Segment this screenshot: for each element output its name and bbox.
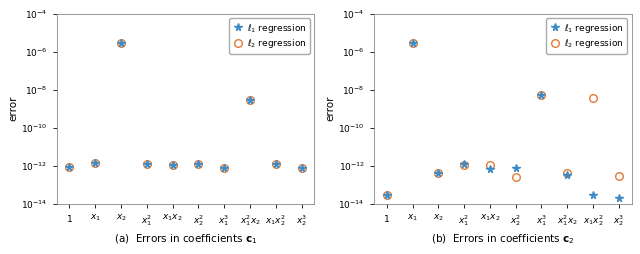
$\ell_2$ regression	[409, 41, 417, 44]
$\ell_1$ regression	[589, 193, 597, 196]
$\ell_2$ regression	[298, 166, 305, 169]
$\ell_2$ regression	[435, 172, 442, 175]
$\ell_2$ regression	[486, 164, 493, 167]
$\ell_1$ regression	[298, 166, 305, 169]
$\ell_2$ regression	[512, 176, 520, 179]
$\ell_2$ regression	[117, 41, 125, 44]
Line: $\ell_1$ regression: $\ell_1$ regression	[383, 39, 623, 202]
Line: $\ell_1$ regression: $\ell_1$ regression	[66, 39, 305, 171]
$\ell_2$ regression	[66, 165, 74, 168]
$\ell_1$ regression	[460, 163, 468, 166]
$\ell_1$ regression	[220, 166, 228, 169]
Legend: $\ell_1$ regression, $\ell_2$ regression: $\ell_1$ regression, $\ell_2$ regression	[228, 18, 310, 54]
$\ell_2$ regression	[92, 161, 99, 164]
$\ell_1$ regression	[486, 167, 493, 170]
$\ell_1$ regression	[143, 162, 150, 165]
$\ell_1$ regression	[66, 165, 74, 168]
$\ell_1$ regression	[272, 163, 280, 166]
$\ell_2$ regression	[615, 174, 623, 177]
$\ell_1$ regression	[92, 161, 99, 164]
X-axis label: (a)  Errors in coefficients $\mathbf{c}_1$: (a) Errors in coefficients $\mathbf{c}_1…	[114, 232, 257, 246]
X-axis label: (b)  Errors in coefficients $\mathbf{c}_2$: (b) Errors in coefficients $\mathbf{c}_2…	[431, 232, 575, 246]
Line: $\ell_2$ regression: $\ell_2$ regression	[383, 39, 623, 199]
$\ell_1$ regression	[563, 173, 571, 176]
$\ell_2$ regression	[460, 164, 468, 167]
Y-axis label: error: error	[326, 96, 335, 121]
$\ell_2$ regression	[169, 164, 177, 167]
$\ell_2$ regression	[195, 163, 202, 166]
$\ell_2$ regression	[272, 163, 280, 166]
$\ell_2$ regression	[246, 98, 254, 101]
$\ell_2$ regression	[538, 94, 545, 97]
$\ell_2$ regression	[563, 172, 571, 175]
$\ell_1$ regression	[383, 193, 390, 196]
$\ell_2$ regression	[143, 162, 150, 165]
$\ell_1$ regression	[615, 197, 623, 200]
$\ell_1$ regression	[512, 166, 520, 169]
Y-axis label: error: error	[8, 96, 19, 121]
$\ell_1$ regression	[538, 94, 545, 97]
$\ell_1$ regression	[246, 98, 254, 101]
$\ell_1$ regression	[117, 41, 125, 44]
$\ell_1$ regression	[169, 164, 177, 167]
$\ell_1$ regression	[409, 41, 417, 44]
Line: $\ell_2$ regression: $\ell_2$ regression	[66, 39, 305, 171]
$\ell_2$ regression	[220, 166, 228, 169]
$\ell_1$ regression	[435, 172, 442, 175]
$\ell_1$ regression	[195, 163, 202, 166]
$\ell_2$ regression	[589, 97, 597, 100]
Legend: $\ell_1$ regression, $\ell_2$ regression: $\ell_1$ regression, $\ell_2$ regression	[546, 18, 627, 54]
$\ell_2$ regression	[383, 193, 390, 196]
